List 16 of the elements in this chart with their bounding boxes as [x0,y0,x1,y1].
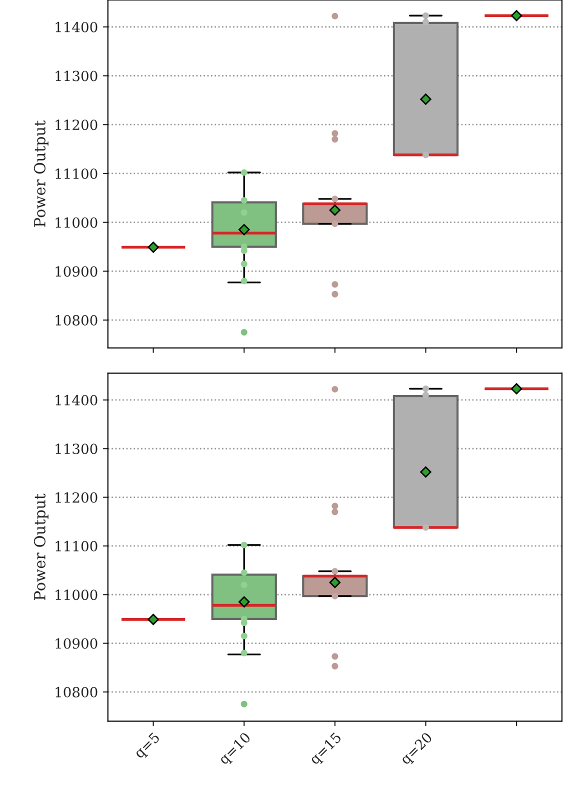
y-axis-title: Power Output [34,494,48,600]
y-tick-label: 11200 [56,492,98,503]
y-tick-label: 11400 [56,22,98,32]
y-tick-label: 11300 [56,70,98,82]
y-tick-label: 10900 [56,266,98,277]
y-tick-label: 11200 [56,120,98,130]
y-axis-title: Power Output [34,120,48,227]
y-tick-label: 11400 [56,394,98,406]
y-tick-label: 10900 [56,638,98,649]
y-tick-label: 11100 [56,168,98,179]
y-tick-label: 10800 [56,315,98,326]
y-tick-label: 11300 [56,444,98,454]
y-tick-label: 11000 [56,590,98,600]
y-tick-label: 11000 [56,217,98,228]
y-tick-label: 11100 [56,540,98,552]
y-tick-label: 10800 [56,686,98,698]
